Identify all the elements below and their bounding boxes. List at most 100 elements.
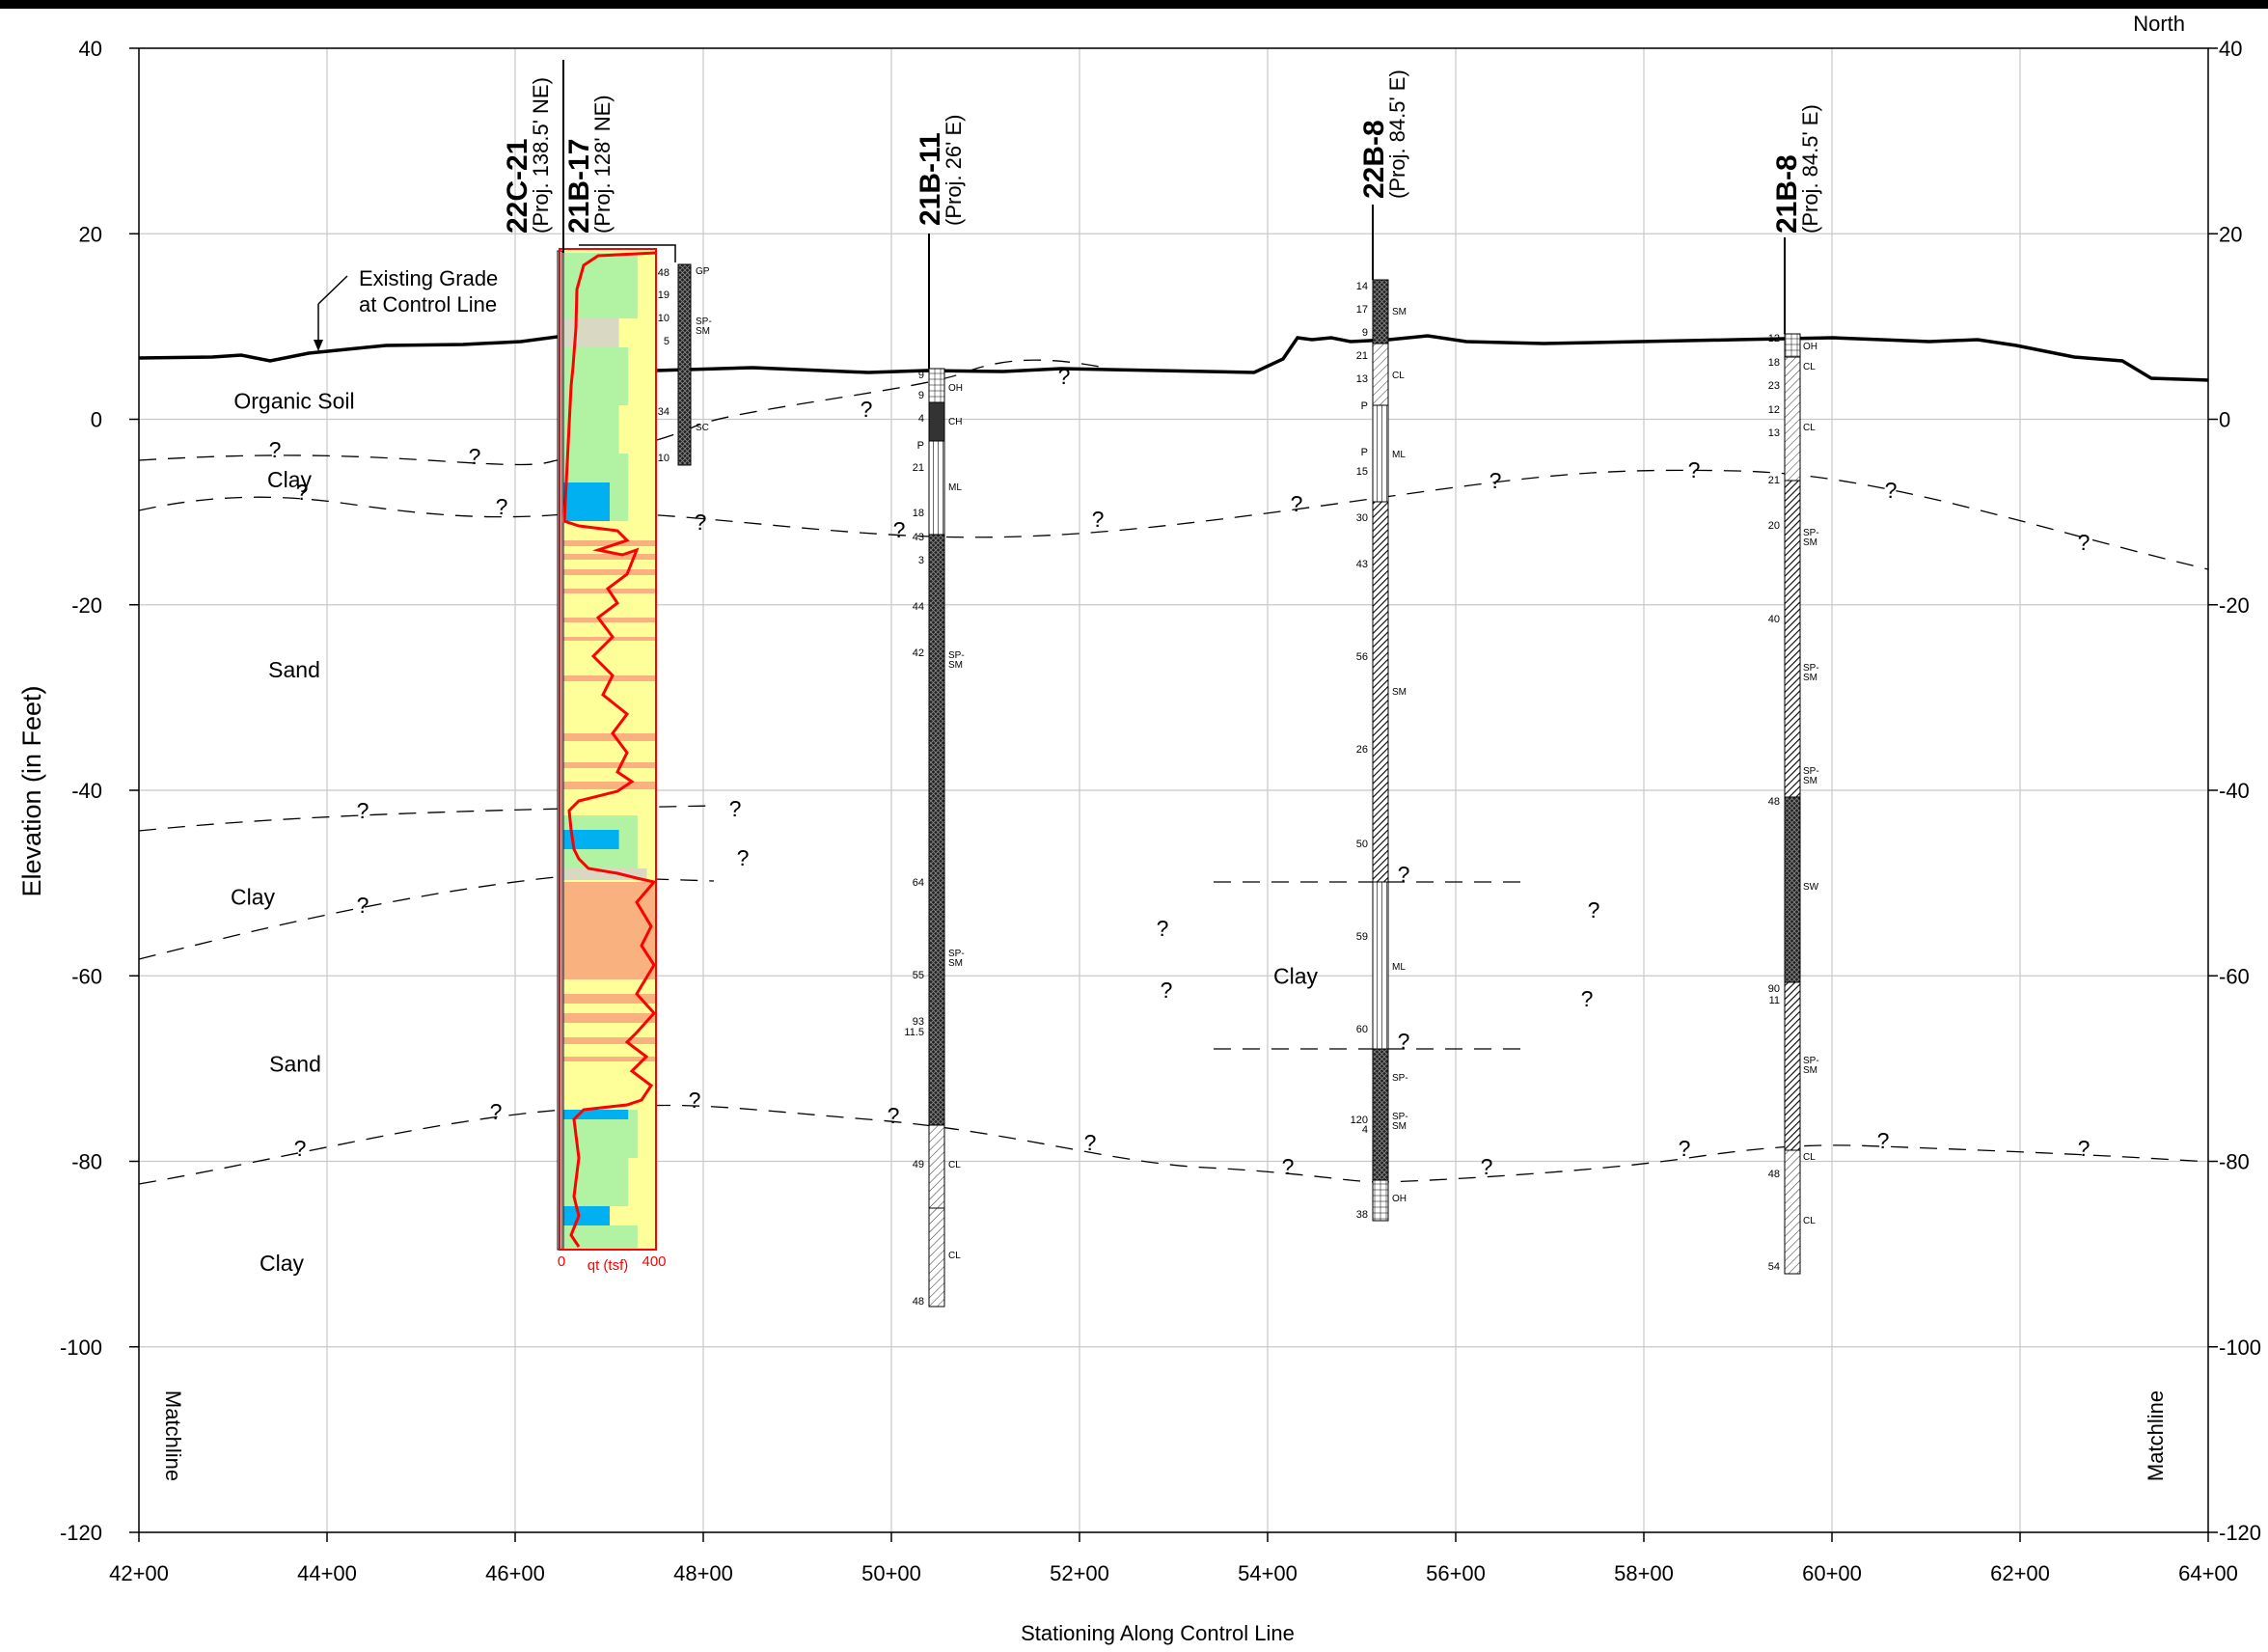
b11-oh bbox=[928, 368, 945, 403]
existing-grade-label-2: at Control Line bbox=[359, 292, 497, 317]
blow-count: 43 bbox=[913, 532, 924, 543]
uscs-symbol: ML bbox=[1392, 962, 1406, 973]
blow-count: 48 bbox=[913, 1296, 924, 1308]
cpt-axis-label: qt (tsf) bbox=[587, 1257, 629, 1274]
y-tick-label-right: -60 bbox=[2219, 964, 2250, 988]
blow-count: 26 bbox=[1356, 744, 1368, 756]
layer-label-clay1: Clay bbox=[267, 467, 313, 492]
blow-count: 20 bbox=[1768, 520, 1780, 532]
layer-label-organic: Organic Soil bbox=[233, 388, 354, 413]
b22-oh bbox=[1372, 1179, 1389, 1222]
cpt-soil-band bbox=[563, 405, 619, 454]
uscs-symbol: SP-SM bbox=[1803, 528, 1819, 548]
cpt-soil-band bbox=[563, 782, 656, 789]
boring-21B-8-id: 21B-8 bbox=[1771, 154, 1803, 234]
cpt-soil-band bbox=[563, 554, 656, 560]
y-tick-label-left: -120 bbox=[60, 1521, 102, 1545]
y-tick-label-left: -40 bbox=[71, 779, 102, 803]
matchline-left: Matchline bbox=[161, 1390, 185, 1481]
question-mark: ? bbox=[1588, 897, 1600, 922]
question-mark: ? bbox=[357, 798, 369, 823]
uscs-symbol: GP bbox=[696, 266, 710, 277]
question-mark: ? bbox=[1481, 1154, 1493, 1179]
y-tick-label-left: 20 bbox=[79, 222, 102, 246]
cpt-soil-band bbox=[563, 1037, 656, 1044]
y-tick-label-right: -80 bbox=[2219, 1150, 2250, 1174]
blow-count: 3 bbox=[918, 555, 924, 566]
y-axis-right-ticks: 40 20 0 -20 -40 -60 -80 -100 -120 bbox=[2208, 37, 2261, 1545]
matchline-right: Matchline bbox=[2144, 1390, 2168, 1481]
blow-count: 49 bbox=[913, 1159, 924, 1170]
layer-labels: Organic Soil Clay Sand Clay Clay Sand Clay bbox=[231, 388, 1319, 1276]
question-mark: ? bbox=[729, 796, 742, 821]
uscs-symbol: CL bbox=[1803, 423, 1816, 433]
blow-count: 59 bbox=[1356, 931, 1368, 943]
x-tick-label: 58+00 bbox=[1614, 1561, 1674, 1585]
question-mark: ? bbox=[1084, 1130, 1097, 1155]
blow-count: 44 bbox=[913, 601, 924, 613]
blow-count: 21 bbox=[1356, 350, 1368, 362]
question-mark: ? bbox=[357, 893, 369, 918]
blow-count: 17 bbox=[1356, 304, 1368, 316]
y-tick-label-left: -100 bbox=[60, 1335, 102, 1360]
uscs-symbol: CL bbox=[1803, 1216, 1816, 1226]
question-mark: ? bbox=[1489, 468, 1502, 493]
b11-spsm bbox=[928, 534, 945, 1126]
blow-count: 21 bbox=[1768, 475, 1780, 486]
blow-count: 18 bbox=[1768, 357, 1780, 369]
x-tick-label: 52+00 bbox=[1050, 1561, 1109, 1585]
question-mark: ? bbox=[861, 397, 873, 422]
cpt-soil-band bbox=[563, 253, 638, 318]
question-mark: ? bbox=[1291, 491, 1303, 516]
blow-count: 43 bbox=[1356, 559, 1368, 570]
blow-count: 9 bbox=[1362, 327, 1368, 339]
b11-cl bbox=[928, 1124, 945, 1308]
layer-label-clay_mid: Clay bbox=[1273, 963, 1319, 988]
y-tick-label-right: -40 bbox=[2219, 779, 2250, 803]
boring-22B-8-id: 22B-8 bbox=[1358, 120, 1390, 199]
blow-count: 13 bbox=[1768, 427, 1780, 439]
north-label: North bbox=[2133, 12, 2185, 36]
cpt-soil-band bbox=[563, 994, 656, 1004]
blow-count: 10 bbox=[658, 453, 669, 464]
blow-count: 13 bbox=[1356, 373, 1368, 385]
uscs-symbol: OH bbox=[948, 383, 963, 394]
boring-21B-8-proj: (Proj. 84.5' E) bbox=[1798, 104, 1822, 234]
blow-count: P bbox=[1361, 447, 1368, 458]
boring-21B-17-column bbox=[677, 263, 692, 466]
b8-spsm2 bbox=[1784, 981, 1801, 1151]
uscs-symbol: CH bbox=[948, 417, 962, 427]
uscs-symbol: CL bbox=[1392, 371, 1405, 381]
blow-count: 64 bbox=[913, 877, 924, 889]
y-tick-label-left: -60 bbox=[71, 964, 102, 988]
y-tick-label-right: 0 bbox=[2219, 408, 2230, 432]
question-mark: ? bbox=[695, 509, 707, 535]
inferred-boundaries bbox=[138, 359, 2209, 1185]
blow-count: 38 bbox=[1356, 1209, 1368, 1221]
question-mark: ? bbox=[496, 494, 508, 519]
question-mark: ? bbox=[294, 1136, 307, 1161]
boring-21B-11-id: 21B-11 bbox=[915, 132, 946, 226]
x-tick-label: 46+00 bbox=[485, 1561, 545, 1585]
cpt-soil-band bbox=[563, 1206, 610, 1225]
y-tick-label-left: -20 bbox=[71, 593, 102, 618]
uscs-symbol: SM bbox=[1392, 687, 1407, 698]
blow-count: 4 bbox=[1362, 1124, 1368, 1136]
question-mark: ? bbox=[2078, 530, 2090, 555]
uscs-symbol: ML bbox=[948, 482, 962, 493]
y-axis-label: Elevation (in Feet) bbox=[17, 685, 46, 896]
cpt-soil-band bbox=[563, 830, 619, 849]
boundary-clay-sand-upper bbox=[138, 469, 2209, 570]
blow-count: 90 bbox=[1768, 983, 1780, 995]
b22-sm2 bbox=[1372, 501, 1389, 883]
cpt-soil-band bbox=[563, 1225, 638, 1250]
x-tick-label: 48+00 bbox=[673, 1561, 733, 1585]
question-mark: ? bbox=[469, 444, 481, 469]
blow-count: 9 bbox=[918, 370, 924, 381]
blow-count: 60 bbox=[1356, 1024, 1368, 1035]
b22-ml2 bbox=[1372, 881, 1389, 1050]
x-axis-label: Stationing Along Control Line bbox=[1021, 1621, 1295, 1645]
